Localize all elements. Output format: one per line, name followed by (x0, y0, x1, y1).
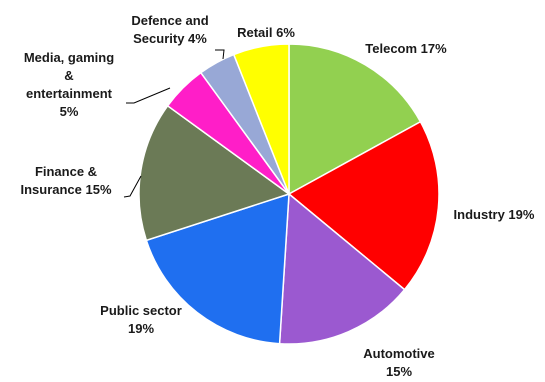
pie-slice-automotive (278, 192, 406, 345)
slice-label-line: Industry 19% (454, 207, 535, 222)
slice-label-line: Retail 6% (237, 25, 295, 40)
slice-label-line: 5% (60, 104, 79, 119)
pie-slice-finance-insurance (138, 104, 291, 242)
pie-slices (138, 43, 440, 345)
leader-line-defence (215, 49, 225, 60)
slice-label-line: Telecom 17% (365, 41, 447, 56)
slice-label-line: entertainment (26, 86, 113, 101)
pie-slice-telecom (288, 43, 422, 196)
leader-line-media (126, 87, 171, 104)
slice-label-finance-insurance: Finance & Insurance 15% (20, 164, 111, 197)
slice-label-defence-and-security: Defence and Security 4% (131, 13, 208, 46)
slice-label-telecom: Telecom 17% (365, 41, 447, 56)
slice-label-line: Public sector (100, 303, 182, 318)
slice-label-line: 15% (386, 364, 412, 379)
slice-label-line: & (64, 68, 73, 83)
slice-label-retail: Retail 6% (237, 25, 295, 40)
leader-line-finance (123, 175, 142, 198)
slice-label-line: Insurance 15% (20, 182, 111, 197)
leader-lines (123, 49, 225, 198)
slice-label-media-gaming-entertainment: Media, gaming & entertainment 5% (24, 50, 114, 119)
slice-label-public-sector: Public sector 19% (100, 303, 182, 336)
slice-label-line: Finance & (35, 164, 97, 179)
slice-label-line: Automotive (363, 346, 435, 361)
pie-slice-industry (287, 120, 440, 291)
pie-slice-retail (232, 43, 290, 195)
slice-label-industry: Industry 19% (454, 207, 535, 222)
slice-label-line: Security 4% (133, 31, 207, 46)
slice-label-line: 19% (128, 321, 154, 336)
pie-slice-public-sector (145, 192, 290, 345)
slice-label-line: Defence and (131, 13, 208, 28)
slice-label-line: Media, gaming (24, 50, 114, 65)
slice-label-automotive: Automotive 15% (363, 346, 435, 379)
slice-labels: Telecom 17% Industry 19% Automotive 15% Publ… (20, 13, 534, 379)
